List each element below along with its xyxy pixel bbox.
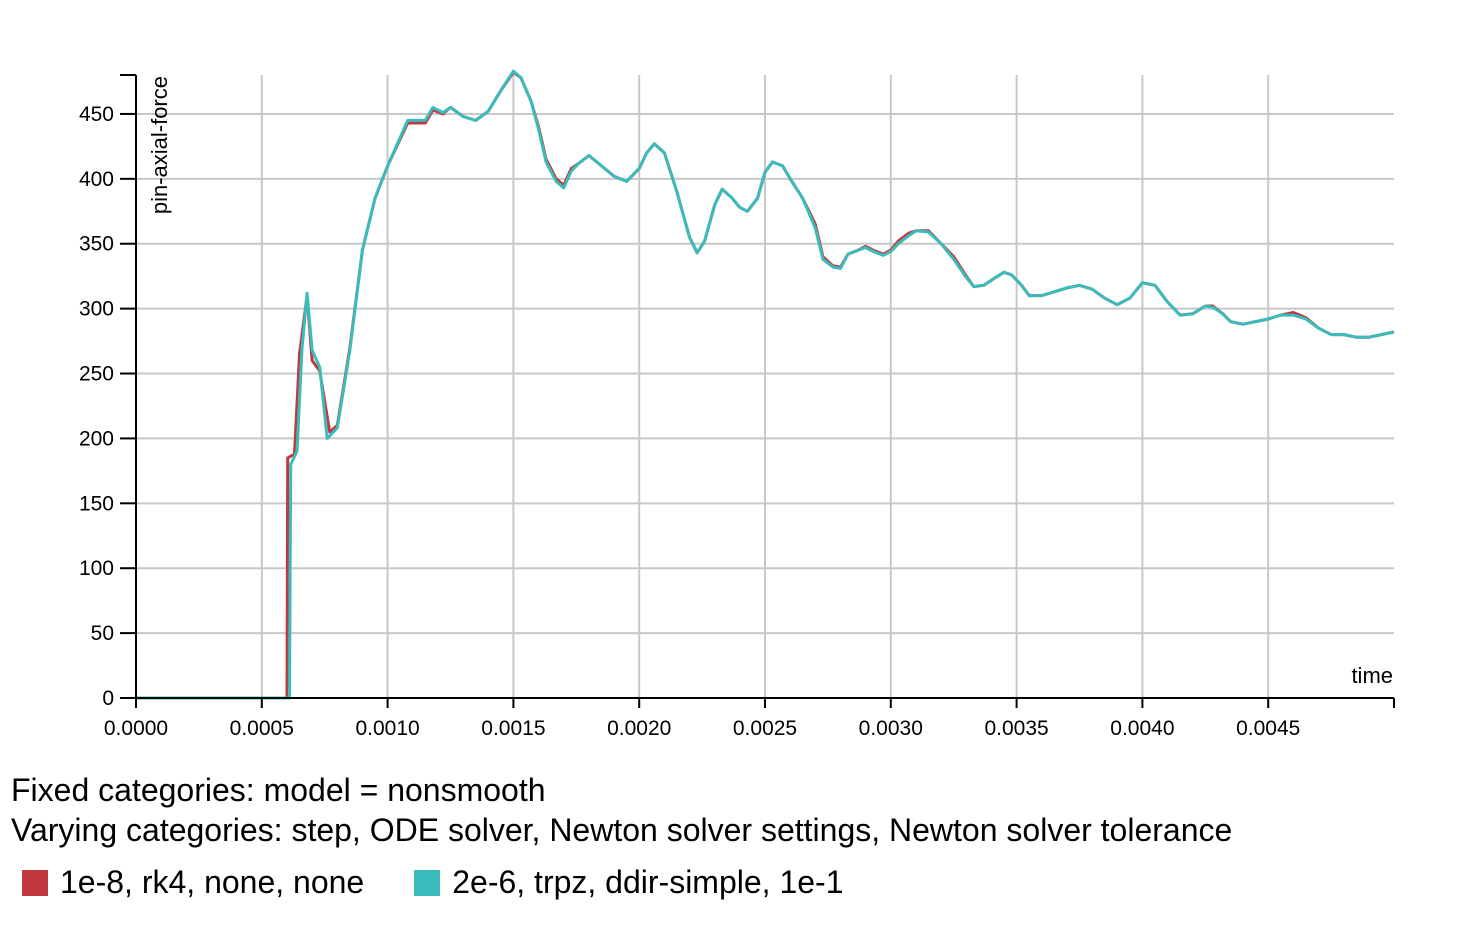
x-tick-label: 0.0000 [104, 717, 168, 740]
legend-swatch-red [22, 869, 48, 896]
y-tick-label: 100 [79, 557, 114, 580]
grid-layer [136, 75, 1394, 698]
y-tick-label: 0 [102, 687, 114, 710]
y-tick-label: 350 [79, 233, 114, 256]
x-tick-label: 0.0025 [733, 717, 797, 740]
legend-swatch-teal [414, 869, 441, 896]
legend: 1e-8, rk4, none, none 2e-6, trpz, ddir-s… [22, 864, 893, 901]
y-tick-label: 250 [79, 363, 114, 386]
y-axis-title: pin-axial-force [147, 76, 172, 214]
x-tick-label: 0.0005 [230, 717, 294, 740]
x-tick-label: 0.0035 [984, 717, 1048, 740]
y-tick-label: 400 [79, 168, 114, 191]
legend-label: 1e-8, rk4, none, none [60, 864, 365, 900]
legend-label: 2e-6, trpz, ddir-simple, 1e-1 [452, 864, 844, 900]
y-tick-label: 300 [79, 298, 114, 321]
legend-item-series-1: 1e-8, rk4, none, none [22, 864, 364, 901]
y-tick-label: 50 [91, 622, 114, 645]
series-layer [136, 69, 1395, 700]
y-tick-label: 200 [79, 427, 114, 450]
x-tick-label: 0.0010 [355, 717, 419, 740]
x-tick-label: 0.0015 [481, 717, 545, 740]
series-line-2 [136, 69, 1395, 700]
y-tick-label: 150 [79, 492, 114, 515]
line-chart: 0.0000 0.0005 0.0010 0.0015 0.0020 0.0025 0.00… [79, 69, 1395, 740]
fixed-categories-text: Fixed categories: model = nonsmooth [11, 772, 546, 808]
x-tick-label: 0.0020 [607, 717, 671, 740]
x-axis-title: time [1351, 663, 1393, 688]
x-tick-label: 0.0045 [1236, 717, 1300, 740]
x-tick-label: 0.0030 [859, 717, 923, 740]
x-tick-label: 0.0040 [1110, 717, 1174, 740]
y-tick-label: 450 [79, 103, 114, 126]
axis-layer: 0.0000 0.0005 0.0010 0.0015 0.0020 0.0025 0.00… [79, 74, 1395, 740]
varying-categories-text: Varying categories: step, ODE solver, Ne… [11, 812, 1233, 848]
legend-item-series-2: 2e-6, trpz, ddir-simple, 1e-1 [414, 864, 843, 901]
